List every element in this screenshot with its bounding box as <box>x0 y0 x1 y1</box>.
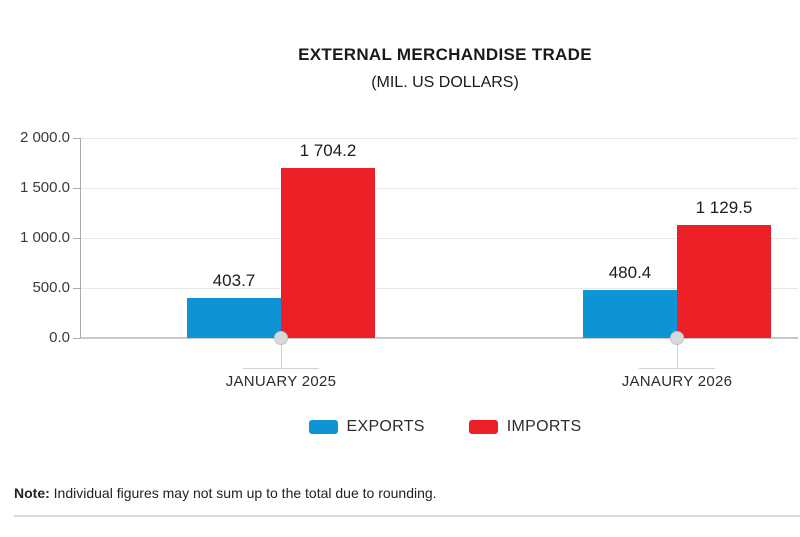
category-marker-dot <box>670 331 684 345</box>
y-tick-mark <box>73 188 80 189</box>
exports-bar <box>583 289 677 338</box>
legend-item-imports: IMPORTS <box>468 418 582 436</box>
y-tick-label: 500.0 <box>32 279 70 296</box>
x-axis-line <box>80 337 798 339</box>
bottom-divider <box>14 515 800 517</box>
imports-swatch-icon <box>468 420 498 434</box>
gridline <box>80 238 798 239</box>
legend-item-exports: EXPORTS <box>308 418 425 436</box>
footnote: Note: Individual figures may not sum up … <box>14 485 437 501</box>
y-tick-label: 1 000.0 <box>19 229 70 246</box>
y-tick-label: 0.0 <box>49 329 70 346</box>
chart-subtitle: (MIL. US DOLLARS) <box>371 74 519 91</box>
category-callout-line <box>243 368 319 369</box>
imports-bar <box>677 225 771 338</box>
chart-title: EXTERNAL MERCHANDISE TRADE <box>298 45 592 64</box>
footnote-text: Individual figures may not sum up to the… <box>49 485 437 501</box>
legend: EXPORTS IMPORTS <box>90 414 800 440</box>
exports-bar <box>187 297 281 338</box>
legend-label-exports: EXPORTS <box>346 418 425 435</box>
category-callout-line <box>281 338 282 368</box>
y-tick-mark <box>73 338 80 339</box>
bar-value-label: 1 704.2 <box>299 140 357 160</box>
category-label: JANUARY 2025 <box>225 373 337 390</box>
bar-value-label: 480.4 <box>608 262 652 282</box>
gridline <box>80 138 798 139</box>
footnote-label: Note: <box>14 485 50 501</box>
exports-swatch-icon <box>308 420 338 434</box>
y-tick-mark <box>73 138 80 139</box>
y-tick-mark <box>73 288 80 289</box>
category-label: JANAURY 2026 <box>621 373 733 390</box>
y-axis <box>80 138 81 338</box>
legend-label-imports: IMPORTS <box>506 418 582 435</box>
y-tick-mark <box>73 238 80 239</box>
bar-value-label: 1 129.5 <box>695 198 753 218</box>
y-tick-label: 2 000.0 <box>19 129 70 146</box>
category-callout-line <box>677 338 678 368</box>
bar-value-label: 403.7 <box>212 270 256 290</box>
title-block: EXTERNAL MERCHANDISE TRADE (MIL. US DOLL… <box>90 44 800 94</box>
gridline <box>80 288 798 289</box>
gridline <box>80 188 798 189</box>
category-callout-line <box>639 368 715 369</box>
category-marker-dot <box>274 331 288 345</box>
imports-bar <box>281 167 375 338</box>
y-tick-label: 1 500.0 <box>19 179 70 196</box>
